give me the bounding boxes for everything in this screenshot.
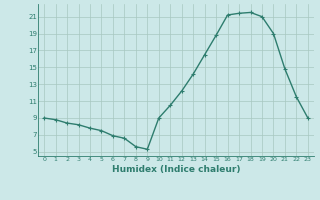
- X-axis label: Humidex (Indice chaleur): Humidex (Indice chaleur): [112, 165, 240, 174]
